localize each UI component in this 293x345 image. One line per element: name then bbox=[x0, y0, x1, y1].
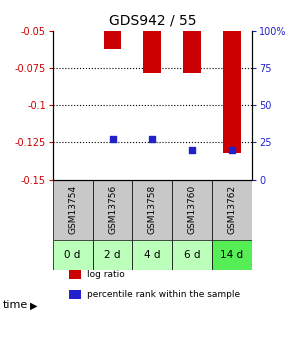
Point bbox=[150, 137, 155, 142]
Bar bbox=[103, 31, 122, 49]
Text: GSM13754: GSM13754 bbox=[68, 185, 77, 234]
Text: 2 d: 2 d bbox=[104, 250, 121, 260]
Text: ▶: ▶ bbox=[30, 300, 38, 310]
Text: 14 d: 14 d bbox=[221, 250, 243, 260]
Bar bbox=[183, 31, 201, 72]
Bar bbox=[223, 31, 241, 153]
Bar bbox=[143, 31, 161, 72]
Bar bbox=[53, 240, 93, 270]
Text: GSM13762: GSM13762 bbox=[228, 185, 236, 234]
Bar bbox=[172, 179, 212, 240]
Bar bbox=[93, 240, 132, 270]
Text: 6 d: 6 d bbox=[184, 250, 200, 260]
Bar bbox=[53, 179, 93, 240]
Bar bbox=[93, 179, 132, 240]
Text: 4 d: 4 d bbox=[144, 250, 161, 260]
Bar bbox=[132, 240, 172, 270]
Text: GSM13760: GSM13760 bbox=[188, 185, 197, 234]
Bar bbox=[69, 270, 81, 279]
Text: GSM13756: GSM13756 bbox=[108, 185, 117, 234]
Point bbox=[110, 137, 115, 142]
Bar bbox=[172, 240, 212, 270]
Bar bbox=[132, 179, 172, 240]
Text: percentile rank within the sample: percentile rank within the sample bbox=[87, 289, 240, 299]
Bar bbox=[212, 179, 252, 240]
Bar bbox=[212, 240, 252, 270]
Text: GSM13758: GSM13758 bbox=[148, 185, 157, 234]
Text: time: time bbox=[3, 300, 28, 310]
Bar bbox=[69, 289, 81, 299]
Text: 0 d: 0 d bbox=[64, 250, 81, 260]
Text: log ratio: log ratio bbox=[87, 270, 124, 279]
Point bbox=[230, 147, 234, 152]
Title: GDS942 / 55: GDS942 / 55 bbox=[109, 13, 196, 27]
Point bbox=[190, 147, 195, 152]
